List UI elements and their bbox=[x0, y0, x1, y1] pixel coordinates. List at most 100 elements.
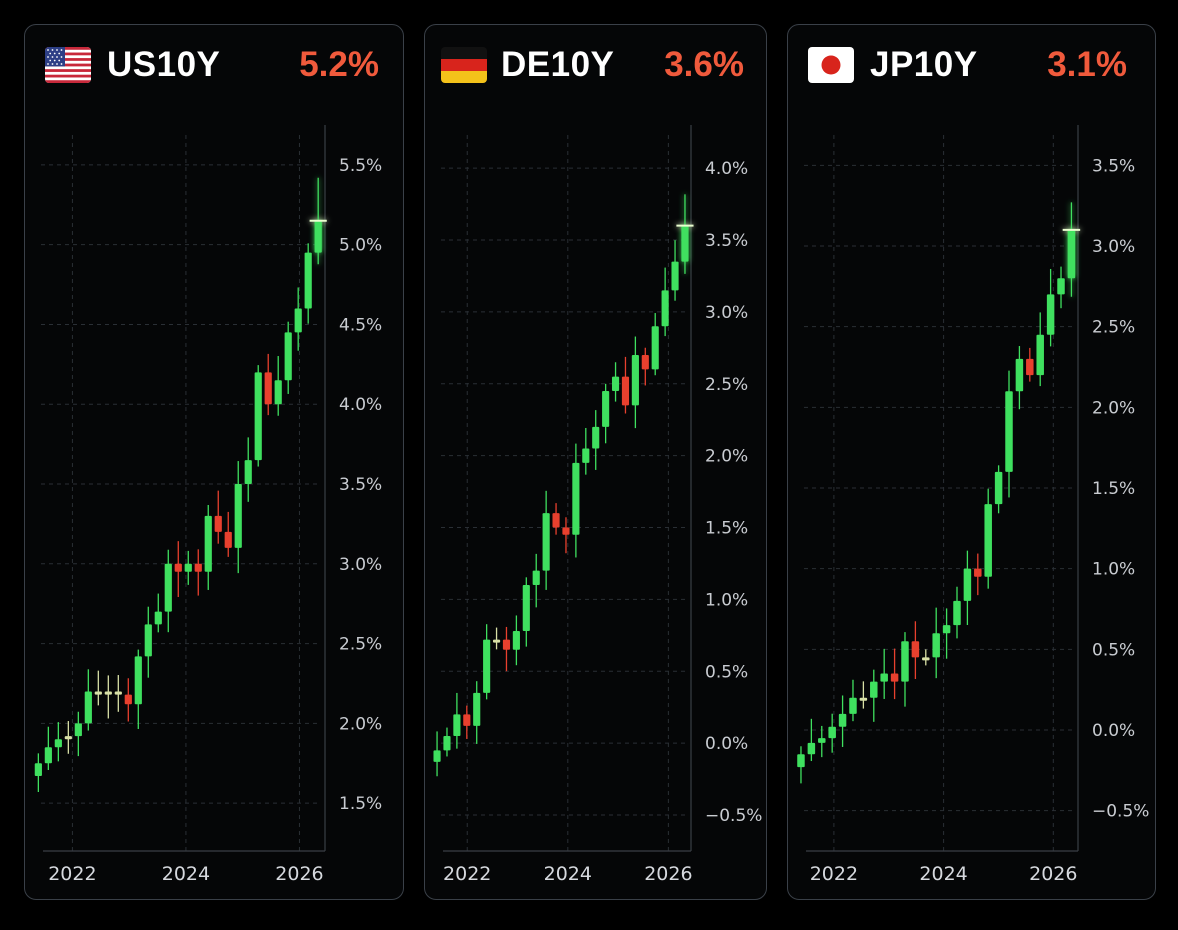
candle-body bbox=[284, 332, 292, 381]
candle bbox=[214, 490, 222, 544]
candle-body bbox=[94, 691, 102, 695]
y-tick-label: 0.0% bbox=[705, 734, 748, 754]
candle-body bbox=[942, 625, 951, 634]
candle bbox=[1036, 312, 1044, 387]
candle-body bbox=[34, 763, 42, 777]
candle-body bbox=[134, 656, 142, 705]
y-tick-label: 2.5% bbox=[339, 635, 382, 655]
y-tick-label: 2.0% bbox=[705, 447, 748, 467]
last-candle bbox=[1062, 202, 1081, 297]
candle bbox=[1046, 268, 1055, 347]
y-tick-label: 0.5% bbox=[1092, 640, 1135, 660]
candle bbox=[870, 669, 878, 722]
candle bbox=[64, 721, 72, 754]
ticker-label: US10Y bbox=[107, 45, 221, 84]
candle-body bbox=[859, 697, 868, 701]
candle-body bbox=[552, 513, 560, 528]
candle bbox=[144, 606, 152, 678]
y-tick-label: 2.5% bbox=[1092, 318, 1135, 338]
candle bbox=[901, 632, 909, 707]
candle-body bbox=[582, 448, 590, 463]
candle bbox=[54, 722, 62, 762]
candle bbox=[1005, 370, 1013, 498]
panel-header: US10Y 5.2% bbox=[25, 25, 403, 109]
candle bbox=[94, 670, 102, 706]
panel-header: JP10Y 3.1% bbox=[788, 25, 1155, 109]
y-tick-label: 1.5% bbox=[339, 794, 382, 814]
candle-body bbox=[512, 631, 520, 650]
candle-body bbox=[433, 750, 441, 762]
candle bbox=[304, 243, 312, 324]
candle-body bbox=[254, 372, 262, 461]
current-yield: 5.2% bbox=[299, 45, 379, 84]
jp-flag-icon bbox=[808, 47, 854, 83]
candle bbox=[512, 615, 520, 666]
candle bbox=[234, 461, 242, 574]
candle bbox=[532, 553, 540, 608]
candle bbox=[134, 649, 142, 729]
candle bbox=[483, 624, 491, 700]
candle bbox=[542, 490, 550, 590]
candle bbox=[849, 679, 857, 722]
de-flag-icon bbox=[441, 47, 487, 83]
candle-body bbox=[661, 290, 669, 327]
candle bbox=[942, 608, 951, 659]
candle-body bbox=[84, 691, 92, 724]
candle-body bbox=[194, 563, 202, 572]
candle-body bbox=[204, 515, 212, 572]
y-tick-label: 3.0% bbox=[1092, 237, 1135, 257]
candle bbox=[443, 727, 451, 757]
candle-body bbox=[818, 738, 826, 743]
y-tick-label: −0.5% bbox=[705, 806, 762, 826]
candle bbox=[994, 465, 1003, 514]
candle bbox=[164, 549, 172, 633]
candle bbox=[621, 356, 630, 414]
current-yield: 3.6% bbox=[664, 45, 744, 84]
chart-panel-de10y: DE10Y 3.6% 4.0% 3.5% 3.0% 2.5% 2.0% 1.5% 1.0% 0… bbox=[424, 24, 767, 900]
candlestick-chart: 5.5% 5.0% 4.5% 4.0% 3.5% 3.0% 2.5% 2.0% 1.5% 2022… bbox=[34, 125, 382, 885]
candle bbox=[651, 313, 659, 376]
y-tick-label: 3.0% bbox=[339, 555, 382, 575]
candle bbox=[807, 718, 816, 762]
y-tick-label: 5.5% bbox=[339, 156, 382, 176]
candle bbox=[84, 669, 92, 731]
candle bbox=[154, 593, 162, 633]
candle-body bbox=[621, 376, 630, 406]
candle bbox=[244, 437, 252, 502]
candle-body bbox=[984, 504, 992, 577]
candle bbox=[104, 675, 112, 719]
candle bbox=[552, 503, 560, 535]
x-tick-label: 2022 bbox=[48, 863, 96, 885]
candle bbox=[124, 678, 132, 722]
candle-body bbox=[1036, 334, 1044, 376]
x-tick-label: 2022 bbox=[443, 863, 491, 885]
y-tick-label: 3.0% bbox=[705, 303, 748, 323]
candle-body bbox=[64, 736, 72, 740]
candle bbox=[582, 427, 590, 475]
candle bbox=[1015, 346, 1024, 410]
candle-body bbox=[1005, 391, 1013, 472]
candle bbox=[661, 267, 669, 337]
candle bbox=[174, 541, 182, 598]
current-yield: 3.1% bbox=[1047, 45, 1127, 84]
candle bbox=[284, 321, 292, 394]
candle-body bbox=[641, 355, 649, 370]
y-tick-label: 4.0% bbox=[339, 395, 382, 415]
candle-body bbox=[602, 390, 610, 427]
candle-body bbox=[483, 639, 491, 693]
candle-body bbox=[54, 739, 62, 748]
candle bbox=[264, 353, 272, 416]
candle-body bbox=[542, 513, 550, 571]
candle bbox=[671, 240, 679, 301]
candle-body bbox=[224, 531, 232, 548]
x-tick-label: 2024 bbox=[162, 863, 210, 885]
candle-body bbox=[562, 527, 570, 535]
candle-body bbox=[214, 515, 222, 532]
candle-body bbox=[681, 225, 689, 262]
candle-body bbox=[1046, 294, 1055, 335]
candle bbox=[922, 649, 930, 666]
candle bbox=[984, 488, 992, 589]
candle bbox=[797, 746, 805, 784]
candle bbox=[611, 362, 620, 402]
candle-body bbox=[443, 735, 451, 751]
